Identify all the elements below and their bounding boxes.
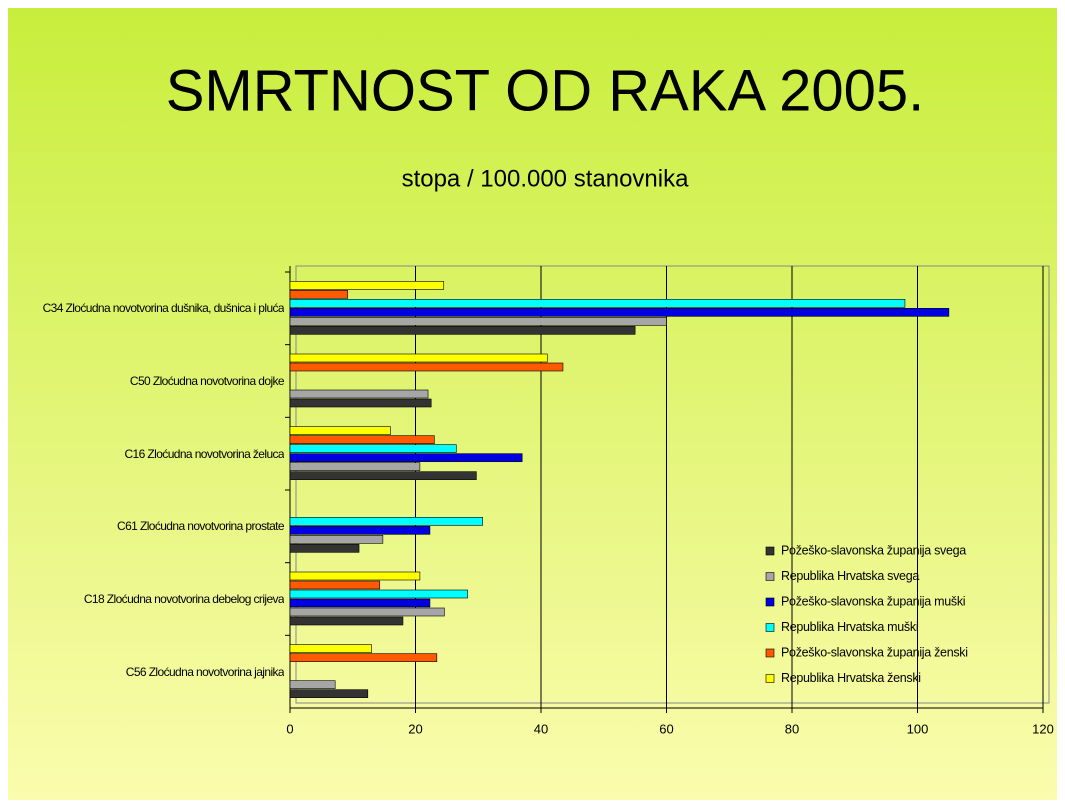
x-tick-label: 20 [408, 721, 422, 736]
bar [289, 353, 548, 363]
bar [289, 453, 523, 462]
x-tick-label: 100 [907, 721, 929, 736]
bar [289, 435, 435, 444]
legend-label: Republika Hrvatska muški [781, 620, 918, 634]
y-tick-label: C18 Zloćudna novotvorina debelog crijeva [83, 591, 284, 606]
plot-frame [295, 265, 1050, 704]
legend-swatch [765, 648, 775, 658]
bar [289, 326, 636, 335]
bar [289, 317, 667, 326]
bar [289, 362, 564, 372]
y-tick-label: C61 Zloćudna novotvorina prostate [117, 519, 284, 534]
y-tick-label: C56 Zloćudna novotvorina jajnika [125, 664, 284, 679]
category-label-box: C18 Zloćudna novotvorina debelog crijeva [83, 591, 284, 606]
bar [289, 389, 429, 399]
bar [289, 517, 483, 526]
x-tick-label: 0 [286, 721, 293, 736]
slide-background [8, 8, 1057, 800]
bar [289, 290, 349, 299]
bar [289, 308, 950, 317]
bar [289, 653, 438, 662]
legend-swatch [765, 572, 775, 581]
bar [289, 689, 369, 698]
y-tick-label: C50 Zloćudna novotvorina dojke [129, 373, 284, 388]
bar [289, 589, 468, 599]
legend-swatch [765, 546, 775, 556]
legend-label: Požeško-slavonska županija svega [781, 543, 966, 557]
bar [289, 426, 391, 435]
category-label-box: C61 Zloćudna novotvorina prostate [117, 519, 284, 534]
bar [289, 535, 384, 544]
bar [289, 680, 336, 689]
bar [289, 398, 432, 408]
bar [289, 580, 381, 590]
x-tick-label: 60 [659, 721, 673, 736]
category-label-box: C56 Zloćudna novotvorina jajnika [125, 664, 284, 679]
bar [289, 571, 421, 581]
bar [289, 526, 431, 535]
legend-swatch [765, 597, 775, 607]
chart-title: SMRTNOST OD RAKA 2005. [166, 58, 925, 123]
category-label-box: C50 Zloćudna novotvorina dojke [129, 373, 284, 388]
y-tick-label: C34 Zloćudna novotvorina dušnika, dušnic… [42, 301, 284, 316]
bar [289, 598, 431, 608]
legend-swatch [765, 623, 775, 632]
legend-swatch [765, 674, 775, 683]
x-tick-label: 80 [785, 721, 799, 736]
legend-label: Požeško-slavonska županija ženski [781, 645, 968, 659]
chart-subtitle: stopa / 100.000 stanovnika [402, 165, 690, 192]
y-tick-label: C16 Zloćudna novotvorina želuca [124, 446, 284, 461]
bar [289, 444, 457, 453]
bar [289, 644, 372, 653]
x-tick-label: 40 [534, 721, 548, 736]
x-tick-label: 120 [1032, 721, 1054, 736]
bar [289, 471, 477, 480]
bar [289, 281, 445, 290]
bar [289, 299, 906, 308]
bar [289, 462, 421, 471]
legend-label: Požeško-slavonska županija muški [781, 594, 965, 608]
bar [289, 607, 445, 617]
category-label-box: C34 Zloćudna novotvorina dušnika, dušnic… [42, 301, 284, 316]
bar [289, 544, 360, 553]
category-label-box: C16 Zloćudna novotvorina želuca [124, 446, 284, 461]
bar [289, 616, 404, 626]
legend-label: Republika Hrvatska ženski [781, 671, 921, 685]
legend-label: Republika Hrvatska svega [781, 569, 919, 583]
